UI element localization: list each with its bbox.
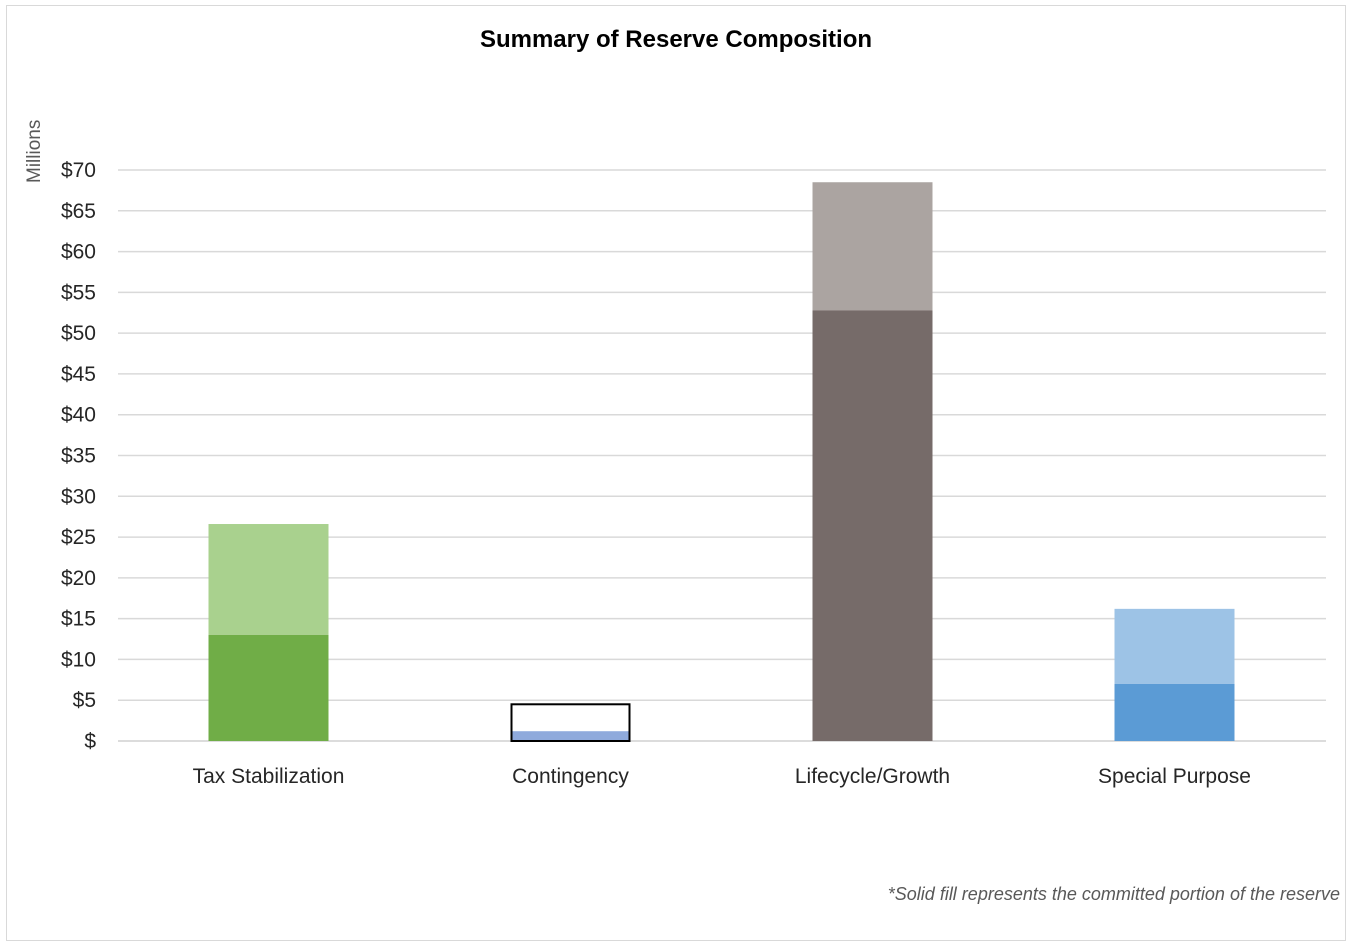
footnote: *Solid fill represents the committed por… [887, 884, 1340, 904]
y-tick-label: $15 [61, 608, 96, 631]
x-category-label: Tax Stabilization [193, 765, 345, 788]
bars [208, 182, 1235, 742]
bar-uncommitted-segment [208, 524, 329, 635]
bar-committed-segment [208, 634, 329, 741]
chart-frame [6, 5, 1346, 941]
bar-committed-segment [812, 310, 933, 741]
y-axis-ticks: $ $5 $10 $15 $20 $25 $30 $35 $40 $45 $50 $55 $60 $65 $… [61, 159, 96, 753]
y-tick-label: $10 [61, 648, 96, 671]
bar-uncommitted-segment [1114, 608, 1235, 684]
bar-outline [510, 703, 631, 742]
x-axis-labels: Tax Stabilization Contingency Lifecycle/Gr… [193, 765, 1251, 788]
y-tick-label: $55 [61, 281, 96, 304]
bar-committed-segment [510, 731, 631, 741]
y-tick-label: $35 [61, 445, 96, 468]
y-tick-label: $70 [61, 159, 96, 182]
bar-committed-segment [1114, 683, 1235, 741]
y-tick-label: $40 [61, 404, 96, 427]
x-category-label: Lifecycle/Growth [795, 765, 950, 788]
y-tick-label: $ [84, 730, 96, 753]
x-category-label: Contingency [512, 765, 629, 788]
bar-uncommitted-segment [510, 704, 631, 732]
y-tick-label: $20 [61, 567, 96, 590]
y-tick-label: $45 [61, 363, 96, 386]
bar-uncommitted-segment [812, 182, 933, 311]
y-tick-label: $65 [61, 200, 96, 223]
y-tick-label: $60 [61, 241, 96, 264]
y-tick-label: $30 [61, 485, 96, 508]
y-tick-label: $5 [73, 689, 96, 712]
y-tick-label: $25 [61, 526, 96, 549]
y-tick-label: $50 [61, 322, 96, 345]
x-category-label: Special Purpose [1098, 765, 1251, 788]
chart-title: Summary of Reserve Composition [479, 26, 873, 53]
